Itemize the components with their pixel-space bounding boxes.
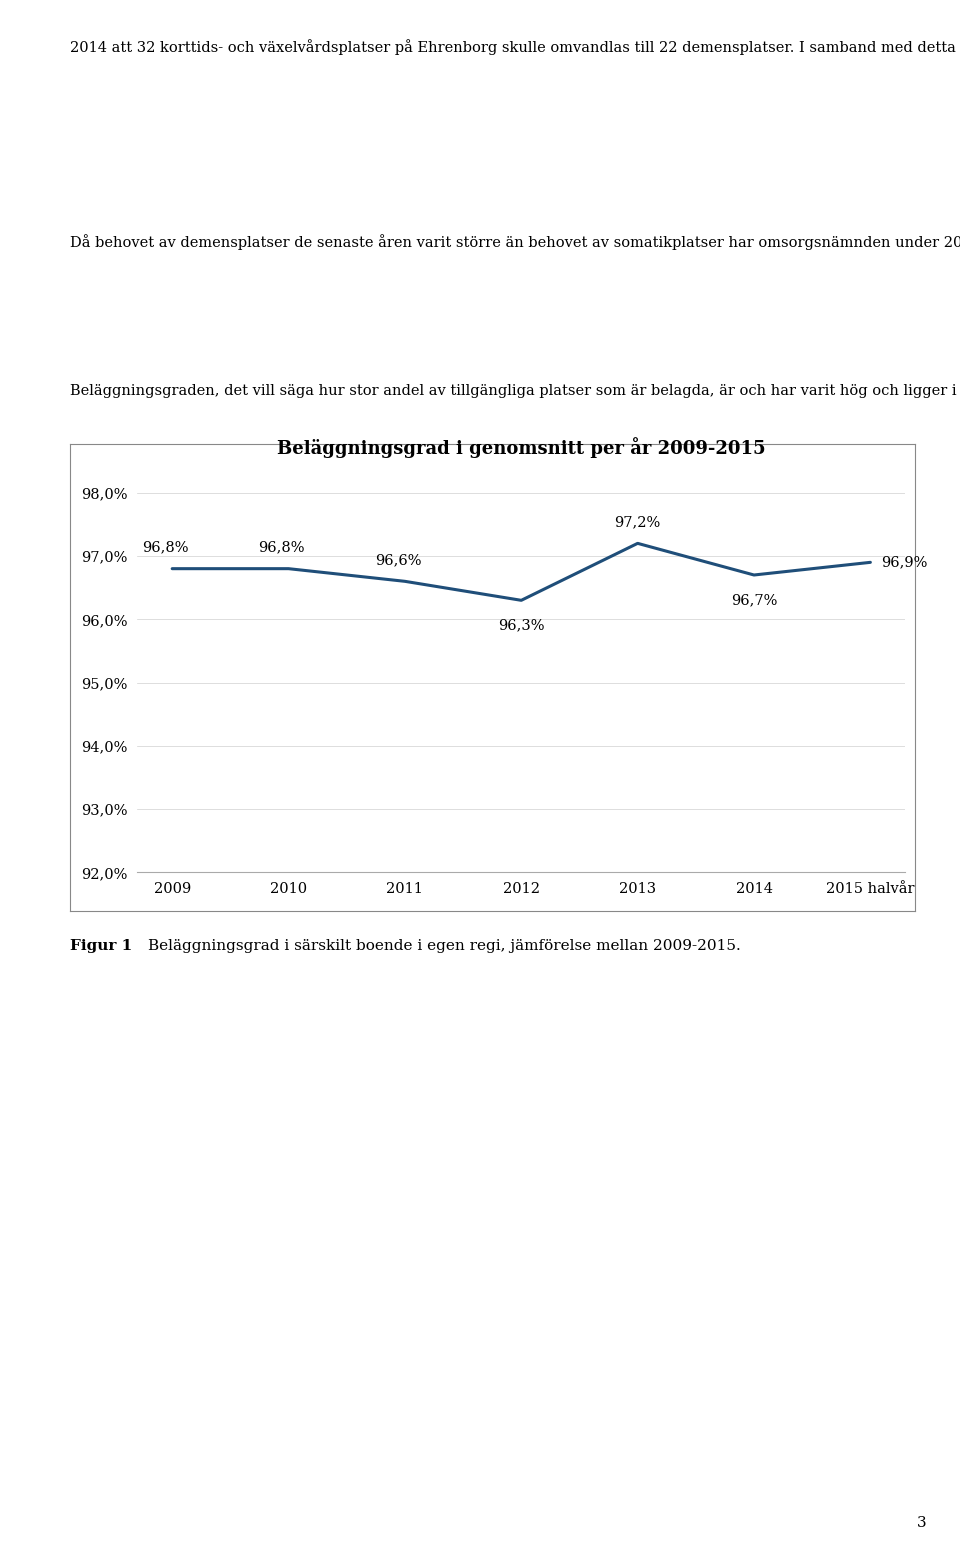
Text: 97,2%: 97,2% <box>614 516 660 530</box>
Text: Beläggningsgraden, det vill säga hur stor andel av tillgängliga platser som är b: Beläggningsgraden, det vill säga hur sto… <box>70 382 960 397</box>
Text: Då behovet av demensplatser de senaste åren varit större än behovet av somatikpl: Då behovet av demensplatser de senaste å… <box>70 234 960 249</box>
Text: 96,9%: 96,9% <box>881 555 928 569</box>
Text: 2014 att 32 korttids- och växelvårdsplatser på Ehrenborg skulle omvandlas till 2: 2014 att 32 korttids- och växelvårdsplat… <box>70 39 960 55</box>
Title: Beläggningsgrad i genomsnitt per år 2009-2015: Beläggningsgrad i genomsnitt per år 2009… <box>277 436 765 458</box>
Text: 96,3%: 96,3% <box>498 619 544 633</box>
Text: Beläggningsgrad i särskilt boende i egen regi, jämförelse mellan 2009-2015.: Beläggningsgrad i särskilt boende i egen… <box>148 939 740 953</box>
Text: Figur 1: Figur 1 <box>70 939 132 953</box>
Text: 96,8%: 96,8% <box>258 541 305 555</box>
Text: 96,6%: 96,6% <box>374 553 421 567</box>
Text: 96,7%: 96,7% <box>731 594 778 608</box>
Text: 3: 3 <box>917 1516 926 1530</box>
Text: 96,8%: 96,8% <box>142 541 188 555</box>
